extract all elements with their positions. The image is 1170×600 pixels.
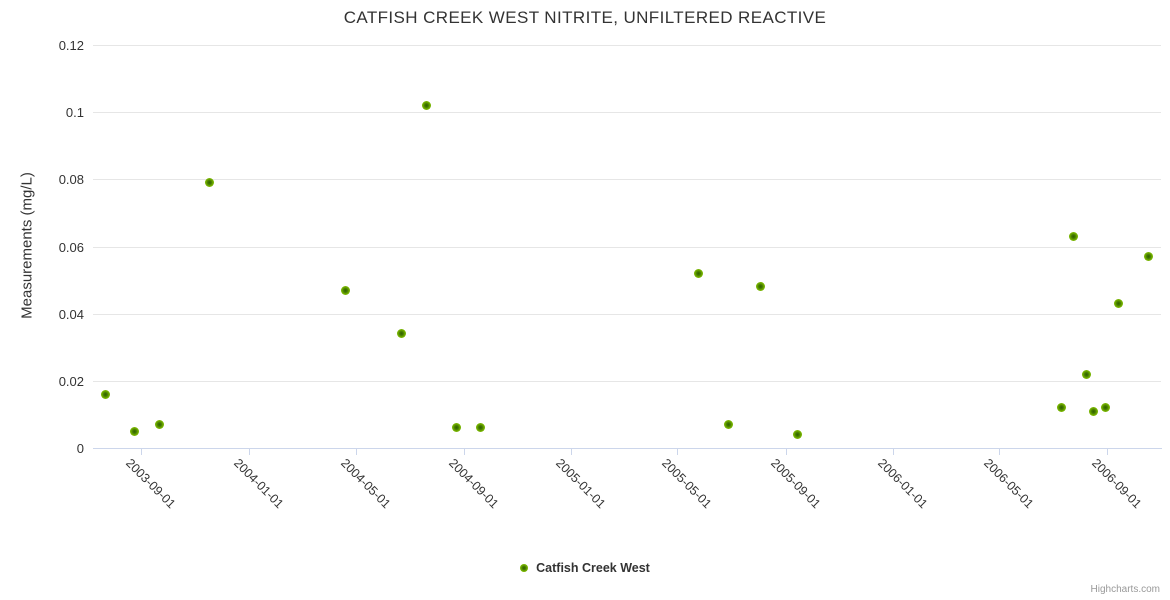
data-point[interactable]: [204, 178, 214, 188]
y-gridline: [93, 45, 1161, 46]
data-point[interactable]: [1088, 406, 1098, 416]
y-axis-tick-label: 0: [76, 441, 84, 456]
x-axis-tick-label: 2005-01-01: [553, 456, 609, 512]
data-point[interactable]: [1056, 403, 1066, 413]
x-axis-tick-label: 2004-09-01: [446, 456, 502, 512]
y-axis-tick-label: 0.02: [58, 373, 84, 389]
data-point[interactable]: [100, 389, 110, 399]
x-axis-tick-label: 2006-01-01: [875, 456, 931, 512]
x-axis-tick-label: 2004-05-01: [337, 456, 393, 512]
y-axis-tick-label: 0.12: [58, 38, 84, 53]
y-axis-tick-label: 0.04: [58, 306, 84, 322]
data-point[interactable]: [792, 430, 802, 440]
x-axis-tick-label: 2006-09-01: [1089, 456, 1145, 512]
data-point[interactable]: [1081, 369, 1091, 379]
data-point[interactable]: [1069, 231, 1079, 241]
data-point[interactable]: [396, 329, 406, 339]
data-point[interactable]: [1144, 252, 1154, 262]
legend[interactable]: Catfish Creek West: [0, 561, 1170, 575]
x-axis-tick: [677, 449, 679, 455]
data-point[interactable]: [723, 419, 733, 429]
y-gridline: [93, 246, 1161, 248]
data-point[interactable]: [1114, 299, 1124, 309]
x-axis-tick: [1107, 449, 1109, 455]
highcharts-credits-link[interactable]: Highcharts.com: [1090, 584, 1160, 595]
x-axis-line: [93, 448, 1162, 449]
data-point[interactable]: [451, 423, 461, 433]
legend-series-label: Catfish Creek West: [536, 561, 650, 575]
data-point[interactable]: [422, 100, 432, 110]
y-gridline: [93, 313, 1161, 315]
x-axis-tick: [893, 449, 895, 455]
y-gridline: [93, 112, 1161, 114]
data-point[interactable]: [341, 285, 351, 295]
x-axis-tick: [785, 449, 787, 455]
x-axis-tick-label: 2005-05-01: [659, 456, 715, 512]
x-axis-tick: [248, 449, 250, 455]
x-axis-tick: [463, 449, 465, 455]
y-gridline: [93, 380, 1161, 382]
y-axis-tick-label: 0.08: [58, 172, 84, 188]
data-point[interactable]: [154, 419, 164, 429]
x-axis-tick-label: 2004-01-01: [231, 456, 287, 512]
data-point[interactable]: [755, 282, 765, 292]
x-axis-tick-label: 2006-05-01: [980, 456, 1037, 512]
y-axis-tick-label: 0.1: [65, 105, 84, 121]
legend-marker-icon: [520, 564, 529, 572]
data-point[interactable]: [476, 423, 486, 433]
x-axis-tick-label: 2005-09-01: [767, 456, 823, 512]
x-axis-tick: [141, 449, 143, 455]
x-axis-tick: [571, 449, 573, 455]
x-axis-tick: [355, 449, 357, 455]
data-point[interactable]: [693, 268, 703, 278]
y-axis-tick-label: 0.06: [58, 239, 84, 255]
x-axis-tick: [998, 449, 1000, 455]
data-point[interactable]: [129, 426, 139, 436]
chart-title: CATFISH CREEK WEST NITRITE, UNFILTERED R…: [343, 8, 827, 27]
y-gridline: [93, 179, 1161, 181]
data-point[interactable]: [1100, 403, 1110, 413]
x-axis-tick-label: 2003-09-01: [123, 456, 179, 512]
